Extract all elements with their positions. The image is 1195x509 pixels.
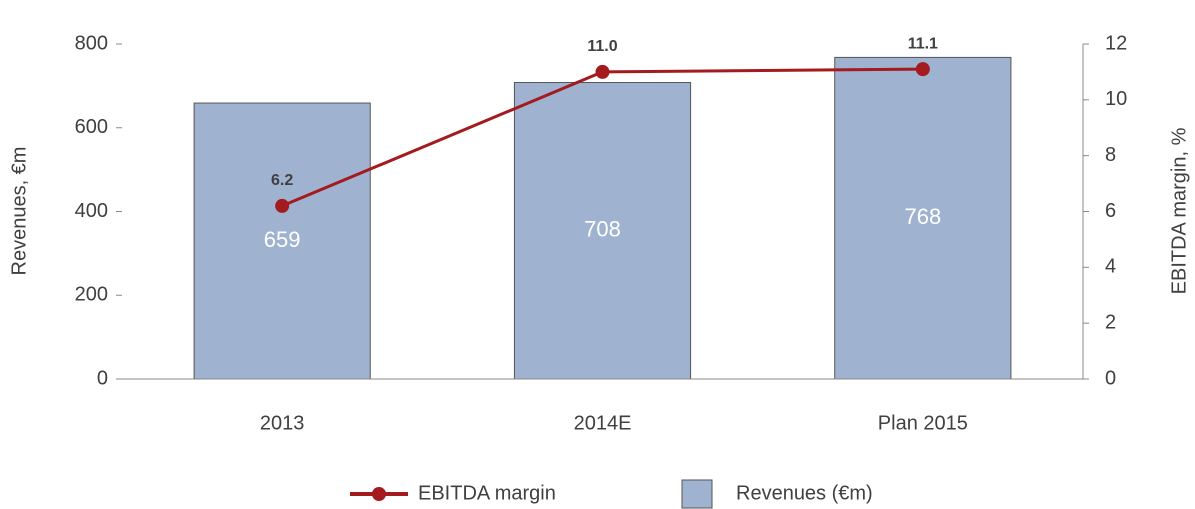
y-tick-label: 600 [75, 116, 108, 138]
line-value-label: 11.1 [908, 35, 938, 52]
bar [513, 82, 692, 380]
line-marker [915, 62, 930, 77]
y-axis-label: Revenues, €m [8, 147, 30, 276]
y2-tick-label: 0 [1105, 367, 1116, 389]
y-tick-label: 400 [75, 200, 108, 222]
bar [834, 56, 1012, 380]
legend-label: EBITDA margin [418, 482, 556, 504]
x-tick-label: Plan 2015 [878, 412, 968, 434]
y2-tick-label: 10 [1105, 88, 1127, 110]
line-value-label: 6.2 [271, 172, 293, 189]
y2-tick-label: 2 [1105, 311, 1116, 333]
y-tick-label: 200 [75, 284, 108, 306]
y2-tick-label: 8 [1105, 144, 1116, 166]
x-tick-label: 2013 [260, 412, 305, 434]
y-tick-label: 0 [97, 367, 108, 389]
legend-label: Revenues (€m) [736, 482, 873, 504]
y2-axis-label: EBITDA margin, % [1168, 127, 1190, 294]
line-marker [595, 64, 610, 79]
legend-marker [372, 487, 386, 501]
bar [193, 102, 371, 380]
bar-value-label: 768 [904, 204, 941, 229]
y2-tick-label: 12 [1105, 32, 1127, 54]
bar-value-label: 659 [264, 227, 301, 252]
line-value-label: 11.0 [587, 38, 617, 55]
y2-tick-label: 6 [1105, 200, 1116, 222]
y-tick-label: 800 [75, 32, 108, 54]
legend-swatch [681, 479, 713, 509]
x-tick-label: 2014E [574, 412, 632, 434]
y2-tick-label: 4 [1105, 256, 1116, 278]
line-marker [275, 198, 290, 213]
bar-value-label: 708 [584, 217, 621, 242]
